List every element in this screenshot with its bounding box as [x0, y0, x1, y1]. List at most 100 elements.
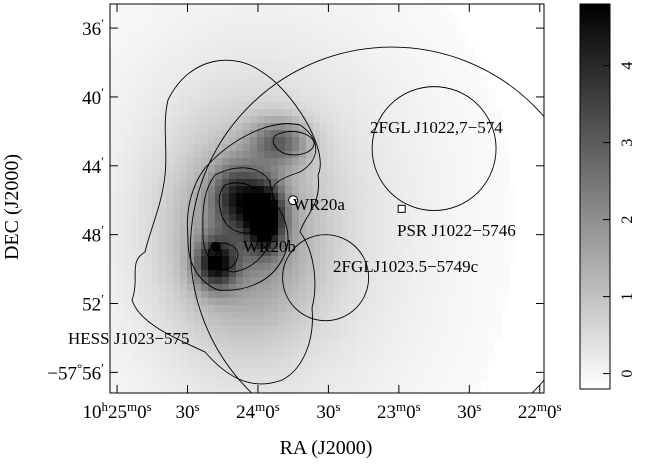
- heatmap-cell: [278, 11, 285, 18]
- heatmap-cell: [194, 88, 201, 95]
- heatmap-cell: [236, 347, 243, 354]
- heatmap-cell: [313, 11, 320, 18]
- heatmap-cell: [243, 53, 250, 60]
- heatmap-cell: [124, 158, 131, 165]
- heatmap-cell: [229, 228, 236, 235]
- heatmap-cell: [166, 319, 173, 326]
- heatmap-cell: [243, 235, 250, 242]
- heatmap-cell: [355, 130, 362, 137]
- heatmap-cell: [376, 46, 383, 53]
- heatmap-cell: [131, 214, 138, 221]
- heatmap-cell: [481, 298, 488, 305]
- heatmap-cell: [341, 263, 348, 270]
- heatmap-cell: [194, 158, 201, 165]
- heatmap-cell: [348, 158, 355, 165]
- heatmap-cell: [446, 326, 453, 333]
- heatmap-cell: [411, 242, 418, 249]
- heatmap-cell: [159, 284, 166, 291]
- heatmap-cell: [404, 291, 411, 298]
- heatmap-cell: [446, 235, 453, 242]
- y-tick-label-5: −57°56′: [47, 360, 104, 384]
- heatmap-cell: [138, 221, 145, 228]
- heatmap-cell: [369, 228, 376, 235]
- heatmap-cell: [446, 116, 453, 123]
- heatmap-cell: [397, 277, 404, 284]
- heatmap-cell: [264, 340, 271, 347]
- heatmap-cell: [159, 67, 166, 74]
- heatmap-cell: [467, 305, 474, 312]
- heatmap-cell: [285, 270, 292, 277]
- heatmap-cell: [320, 305, 327, 312]
- heatmap-cell: [474, 186, 481, 193]
- heatmap-cell: [145, 284, 152, 291]
- heatmap-cell: [327, 347, 334, 354]
- heatmap-cell: [474, 291, 481, 298]
- heatmap-cell: [285, 186, 292, 193]
- heatmap-cell: [362, 207, 369, 214]
- heatmap-cell: [460, 389, 467, 393]
- heatmap-cell: [173, 158, 180, 165]
- heatmap-cell: [481, 228, 488, 235]
- heatmap-cell: [411, 11, 418, 18]
- heatmap-cell: [180, 18, 187, 25]
- heatmap-cell: [229, 284, 236, 291]
- heatmap-cell: [362, 361, 369, 368]
- heatmap-cell: [481, 354, 488, 361]
- heatmap-cell: [243, 319, 250, 326]
- heatmap-cell: [453, 116, 460, 123]
- heatmap-cell: [418, 88, 425, 95]
- heatmap-cell: [341, 46, 348, 53]
- heatmap-cell: [299, 249, 306, 256]
- heatmap-cell: [313, 151, 320, 158]
- heatmap-cell: [131, 221, 138, 228]
- heatmap-cell: [320, 32, 327, 39]
- heatmap-cell: [467, 172, 474, 179]
- heatmap-cell: [411, 340, 418, 347]
- heatmap-cell: [194, 39, 201, 46]
- heatmap-cell: [488, 193, 495, 200]
- heatmap-cell: [173, 39, 180, 46]
- heatmap-cell: [117, 179, 124, 186]
- heatmap-cell: [299, 242, 306, 249]
- heatmap-cell: [404, 18, 411, 25]
- heatmap-cell: [229, 347, 236, 354]
- heatmap-cell: [502, 291, 509, 298]
- heatmap-cell: [131, 4, 138, 11]
- heatmap-cell: [180, 319, 187, 326]
- heatmap-cell: [425, 340, 432, 347]
- heatmap-cell: [425, 130, 432, 137]
- heatmap-cell: [453, 60, 460, 67]
- heatmap-cell: [271, 305, 278, 312]
- heatmap-cell: [264, 4, 271, 11]
- heatmap-cell: [320, 347, 327, 354]
- heatmap-cell: [432, 389, 439, 393]
- heatmap-cell: [481, 333, 488, 340]
- heatmap-cell: [292, 165, 299, 172]
- heatmap-cell: [383, 74, 390, 81]
- heatmap-cell: [187, 116, 194, 123]
- heatmap-cell: [131, 11, 138, 18]
- heatmap-cell: [299, 368, 306, 375]
- heatmap-cell: [509, 193, 516, 200]
- heatmap-cell: [152, 326, 159, 333]
- heatmap-cell: [166, 102, 173, 109]
- heatmap-cell: [222, 165, 229, 172]
- heatmap-cell: [355, 207, 362, 214]
- heatmap-cell: [474, 284, 481, 291]
- heatmap-cell: [376, 333, 383, 340]
- heatmap-cell: [236, 109, 243, 116]
- heatmap-cell: [201, 88, 208, 95]
- heatmap-cell: [173, 109, 180, 116]
- heatmap-cell: [271, 53, 278, 60]
- heatmap-cell: [264, 18, 271, 25]
- heatmap-cell: [460, 102, 467, 109]
- heatmap-cell: [467, 270, 474, 277]
- heatmap-cell: [320, 354, 327, 361]
- heatmap-cell: [152, 116, 159, 123]
- heatmap-cell: [145, 4, 152, 11]
- heatmap-cell: [425, 32, 432, 39]
- heatmap-cell: [355, 39, 362, 46]
- heatmap-cell: [313, 137, 320, 144]
- heatmap-cell: [229, 326, 236, 333]
- heatmap-cell: [383, 284, 390, 291]
